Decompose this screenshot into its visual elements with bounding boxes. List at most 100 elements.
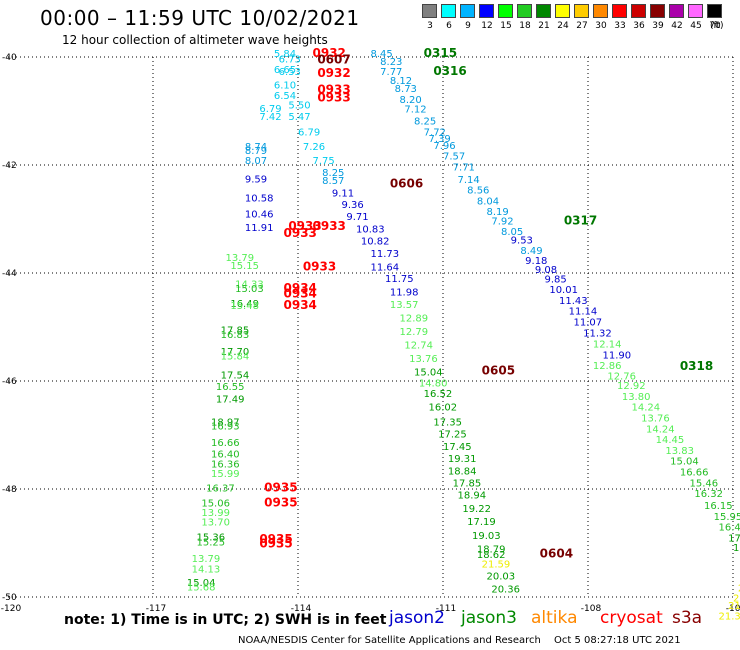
legend-swatch bbox=[498, 4, 513, 18]
wave-height-label: 17.35 bbox=[433, 417, 462, 428]
wave-height-label: 9.59 bbox=[245, 174, 267, 185]
wave-height-label: 7.26 bbox=[303, 142, 325, 153]
wave-height-label: 8.45 bbox=[371, 49, 393, 60]
wave-height-label: 16.37 bbox=[206, 484, 235, 495]
wave-height-label: 7.12 bbox=[404, 105, 426, 116]
wave-height-label: 16.52 bbox=[424, 389, 453, 400]
satellite-altika: altika bbox=[531, 608, 578, 628]
wave-height-label: 21.32 bbox=[719, 612, 740, 623]
time-label: 0607 bbox=[317, 52, 350, 66]
wave-height-label: 17.25 bbox=[438, 430, 467, 441]
wave-height-label: 8.74 bbox=[245, 142, 267, 153]
satellite-s3a: s3a bbox=[672, 608, 703, 628]
lon-tick-label: -117 bbox=[146, 604, 166, 614]
wave-height-label: 5.47 bbox=[288, 112, 310, 123]
legend-unit: (ft) bbox=[710, 21, 724, 31]
wave-height-label: 15.03 bbox=[235, 284, 264, 295]
generated-date: Oct 5 08:27:18 UTC 2021 bbox=[554, 635, 681, 646]
wave-height-label: 13.79 bbox=[226, 253, 255, 264]
wave-height-label: 9.85 bbox=[545, 275, 567, 286]
wave-height-label: 12.79 bbox=[400, 327, 429, 338]
legend-label: 6 bbox=[446, 21, 452, 31]
wave-height-label: 17.85 bbox=[453, 478, 482, 489]
wave-height-label: 13.76 bbox=[409, 354, 438, 365]
wave-height-label: 17.70 bbox=[221, 347, 250, 358]
wave-height-label: 13.83 bbox=[665, 446, 694, 457]
graticule bbox=[8, 56, 734, 598]
wave-height-label: 8.73 bbox=[395, 84, 417, 95]
wave-height-label: 7.92 bbox=[491, 216, 513, 227]
wave-height-label: 17.85 bbox=[221, 325, 250, 336]
wave-height-label: 13.57 bbox=[390, 300, 419, 311]
wave-height-label: 8.19 bbox=[487, 207, 509, 218]
time-labels: 0932060709320933093306060933093309330933… bbox=[259, 46, 713, 561]
wave-height-label: 9.36 bbox=[342, 200, 364, 211]
wave-height-label: 12.92 bbox=[617, 381, 646, 392]
legend-label: 18 bbox=[519, 21, 531, 31]
wave-height-label: 7.39 bbox=[429, 134, 451, 145]
legend-label: 39 bbox=[652, 21, 664, 31]
wave-height-label: 8.23 bbox=[380, 57, 402, 68]
wave-height-label: 19.22 bbox=[462, 504, 491, 515]
wave-height-label: 14.24 bbox=[632, 403, 661, 414]
wave-height-label: 8.05 bbox=[501, 227, 523, 238]
time-label: 0605 bbox=[482, 364, 515, 378]
wave-height-label: 20.03 bbox=[487, 572, 516, 583]
lon-tick-label: -114 bbox=[291, 604, 312, 614]
wave-height-label: 17.22 bbox=[728, 533, 740, 544]
lat-tick-label: -46 bbox=[2, 377, 17, 387]
wave-height-label: 16.55 bbox=[216, 382, 245, 393]
wave-height-label: 8.57 bbox=[322, 176, 344, 187]
time-label: 0935 bbox=[259, 536, 292, 550]
wave-height-label: 15.04 bbox=[187, 578, 216, 589]
time-label: 0933 bbox=[284, 226, 317, 240]
wave-height-label: 5.50 bbox=[288, 100, 310, 111]
wave-height-label: 16.66 bbox=[680, 468, 709, 479]
lon-tick-label: -105 bbox=[726, 604, 740, 614]
wave-height-label: 16.40 bbox=[211, 450, 240, 461]
lon-tick-label: -111 bbox=[436, 604, 456, 614]
wave-height-label: 8.25 bbox=[414, 117, 436, 128]
wave-height-label: 13.99 bbox=[201, 508, 230, 519]
time-label: 0933 bbox=[303, 259, 336, 273]
time-label: 0934 bbox=[284, 286, 317, 300]
lat-tick-label: -50 bbox=[2, 593, 17, 603]
wave-height-label: 9.53 bbox=[511, 235, 533, 246]
wave-height-label: 13.80 bbox=[622, 392, 651, 403]
wave-height-label: 10.83 bbox=[356, 225, 385, 236]
time-label: 0934 bbox=[284, 298, 317, 312]
wave-height-label: 6.53 bbox=[279, 67, 301, 78]
wave-height-label: 14.24 bbox=[646, 424, 675, 435]
wave-height-label: 19.31 bbox=[448, 454, 477, 465]
time-label: 0316 bbox=[433, 64, 466, 78]
wave-height-label: 15.04 bbox=[414, 368, 443, 379]
legend-swatch bbox=[669, 4, 684, 18]
legend-label: 36 bbox=[633, 21, 645, 31]
wave-height-label: 8.07 bbox=[245, 156, 267, 167]
wave-height-label: 7.14 bbox=[458, 175, 480, 186]
legend-swatch bbox=[574, 4, 589, 18]
wave-height-label: 12.14 bbox=[593, 340, 622, 351]
wave-height-label: 8.49 bbox=[520, 246, 542, 257]
wave-height-label: 17.19 bbox=[467, 517, 496, 528]
time-label: 0935 bbox=[264, 481, 297, 495]
legend-swatch bbox=[441, 4, 456, 18]
legend-label: 12 bbox=[481, 21, 493, 31]
wave-height-label: 15.46 bbox=[690, 478, 719, 489]
wave-height-label: 12.89 bbox=[400, 314, 429, 325]
wave-height-label: 14.80 bbox=[419, 378, 448, 389]
wave-height-label: 16.02 bbox=[429, 403, 458, 414]
wave-height-label: 11.32 bbox=[583, 329, 612, 340]
legend-label: 33 bbox=[614, 21, 626, 31]
wave-height-label: 9.11 bbox=[332, 188, 354, 199]
wave-height-label: 16.46 bbox=[719, 523, 740, 534]
satellite-cryosat: cryosat bbox=[600, 608, 663, 628]
wave-height-label: 12.76 bbox=[607, 371, 636, 382]
legend-swatch bbox=[593, 4, 608, 18]
wave-height-label: 6.65 bbox=[274, 65, 296, 76]
wave-height-label: 19.03 bbox=[472, 531, 501, 542]
wave-height-label: 14.45 bbox=[656, 435, 685, 446]
time-label: 0932 bbox=[317, 66, 350, 80]
wave-height-label: 6.73 bbox=[279, 54, 301, 65]
